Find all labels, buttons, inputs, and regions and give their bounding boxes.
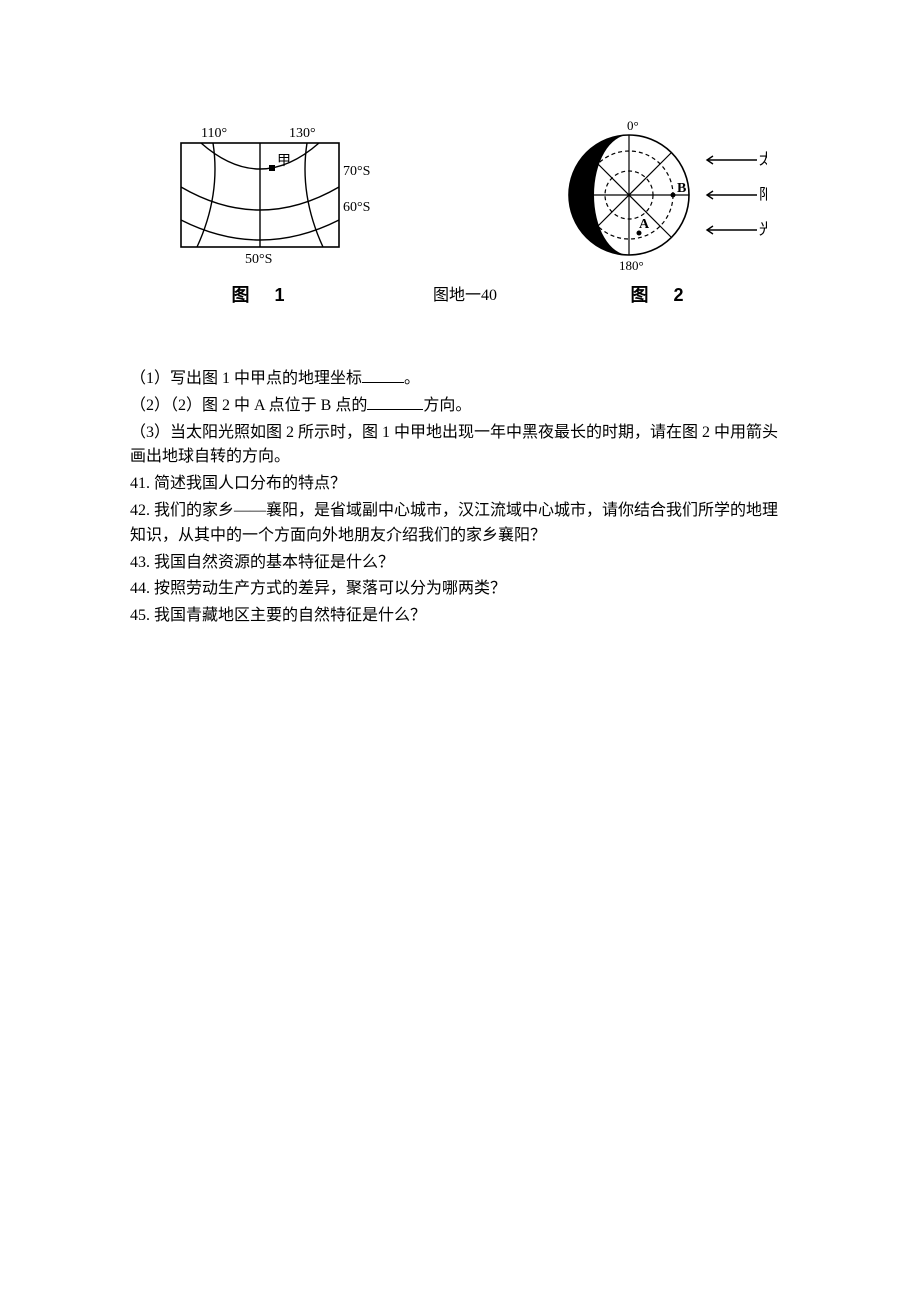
question-41: 41. 简述我国人口分布的特点？ (130, 472, 790, 497)
mid-caption: 图地一40 (433, 281, 497, 305)
question-2: （2）（2）图 2 中 A 点位于 B 点的 方向。 (130, 394, 790, 419)
blank-1 (362, 369, 404, 383)
question-42: 42. 我们的家乡——襄阳，是省域副中心城市，汉江流域中心城市，请你结合我们所学… (130, 499, 790, 549)
q1-part-c: 。 (404, 370, 420, 387)
label-lon110: 110° (201, 126, 227, 141)
label-lat50S: 50°S (245, 252, 272, 267)
q2-part-b: 方向。 (423, 397, 471, 414)
label-point-jia: 甲 (277, 154, 291, 169)
figure-1-block: 110° 130° 70°S 60°S 50°S 甲 图 1 (153, 125, 373, 307)
question-3: （3）当太阳光照如图 2 所示时，图 1 中甲地出现一年中黑夜最长的时期，请在图… (130, 421, 790, 471)
q1-part-b: 点的地理坐标 (266, 370, 362, 387)
figure-2-caption: 图 2 (630, 281, 693, 307)
question-1: （1）写出图 1 中甲点的地理坐标 。 (130, 367, 790, 392)
question-44: 44. 按照劳动生产方式的差异，聚落可以分为哪两类？ (130, 577, 790, 602)
figure-1-caption: 图 1 (231, 281, 294, 307)
label-top-0: 0° (627, 120, 639, 133)
label-point-b: B (677, 181, 686, 196)
label-bottom-180: 180° (619, 258, 644, 273)
figure-2-block: 0° 180° B A 太 阳 光 图 2 (557, 120, 767, 307)
label-lat60S: 60°S (343, 200, 370, 215)
question-43: 43. 我国自然资源的基本特征是什么？ (130, 551, 790, 576)
q42-part-b: 面向外地朋友介绍我们的家乡襄阳？ (290, 527, 546, 544)
figures-row: 110° 130° 70°S 60°S 50°S 甲 图 1 图地一40 (0, 0, 920, 307)
questions-block: （1）写出图 1 中甲点的地理坐标 。 （2）（2）图 2 中 A 点位于 B 点… (130, 367, 790, 629)
label-lat70S: 70°S (343, 164, 370, 179)
label-lon130: 130° (289, 126, 316, 141)
label-sun-3: 光 (759, 221, 767, 238)
label-point-a: A (639, 217, 650, 232)
label-sun-1: 太 (759, 151, 767, 168)
figure-2-svg: 0° 180° B A 太 阳 光 (557, 120, 767, 275)
question-45: 45. 我国青藏地区主要的自然特征是什么？ (130, 604, 790, 629)
q2-part-a: （2）（2）图 2 中 A 点位于 B 点的 (130, 397, 367, 414)
blank-2 (367, 395, 423, 409)
q1-part-a: （1）写出图 1 中甲 (130, 370, 266, 387)
label-sun-2: 阳 (759, 186, 767, 203)
figure-1-svg: 110° 130° 70°S 60°S 50°S 甲 (153, 125, 373, 275)
